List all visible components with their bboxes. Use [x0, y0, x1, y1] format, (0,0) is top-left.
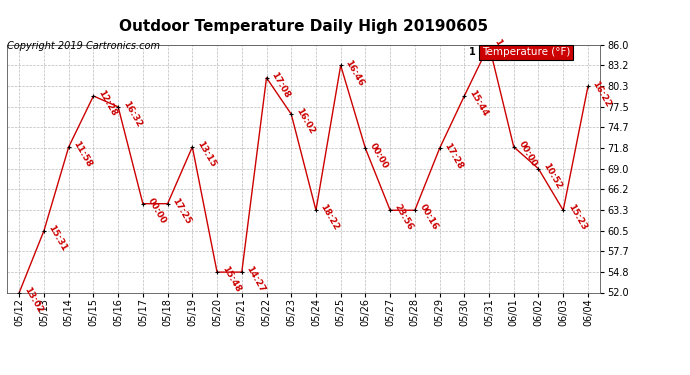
Point — [137, 201, 148, 207]
Text: 00:00: 00:00 — [146, 196, 168, 225]
Point — [162, 201, 173, 207]
Point — [14, 290, 25, 296]
Point — [88, 93, 99, 99]
Point — [484, 42, 495, 48]
Point — [384, 207, 395, 213]
Text: 16:02: 16:02 — [294, 107, 316, 136]
Text: 14:27: 14:27 — [244, 265, 267, 294]
Text: 15:48: 15:48 — [220, 265, 242, 294]
Text: 17:28: 17:28 — [442, 141, 464, 171]
Point — [286, 111, 297, 117]
Text: 13:02: 13:02 — [22, 285, 44, 314]
Text: 1: 1 — [492, 38, 503, 48]
Point — [310, 207, 322, 213]
Text: 15:31: 15:31 — [47, 224, 69, 253]
Text: 23:56: 23:56 — [393, 203, 415, 232]
Point — [409, 207, 420, 213]
Text: 15:23: 15:23 — [566, 203, 588, 232]
Point — [459, 93, 470, 99]
Point — [63, 144, 75, 150]
Text: 00:16: 00:16 — [417, 203, 440, 232]
Text: 16:46: 16:46 — [344, 58, 366, 87]
Point — [582, 84, 593, 90]
Point — [236, 269, 247, 275]
Point — [212, 269, 223, 275]
Point — [558, 207, 569, 213]
Text: 12:28: 12:28 — [96, 88, 118, 118]
Text: 18:22: 18:22 — [319, 203, 341, 232]
Point — [533, 166, 544, 172]
Point — [187, 144, 198, 150]
Point — [360, 146, 371, 152]
Text: Outdoor Temperature Daily High 20190605: Outdoor Temperature Daily High 20190605 — [119, 19, 488, 34]
Text: 16:32: 16:32 — [121, 100, 143, 129]
Text: Copyright 2019 Cartronics.com: Copyright 2019 Cartronics.com — [7, 41, 160, 51]
Text: 00:00: 00:00 — [517, 140, 538, 168]
Text: 16:22: 16:22 — [591, 79, 613, 108]
Text: 00:00: 00:00 — [368, 141, 390, 170]
Text: 17:25: 17:25 — [170, 196, 193, 226]
Text: 11:58: 11:58 — [72, 140, 94, 169]
Text: 1: 1 — [469, 48, 475, 57]
Text: 10:52: 10:52 — [541, 162, 563, 190]
Text: Temperature (°F): Temperature (°F) — [482, 48, 570, 57]
Point — [335, 62, 346, 68]
Point — [112, 104, 124, 110]
Point — [261, 75, 272, 81]
Text: 13:15: 13:15 — [195, 140, 217, 169]
Text: 17:08: 17:08 — [269, 70, 291, 100]
Point — [509, 144, 520, 150]
Text: 15:44: 15:44 — [467, 88, 489, 118]
Point — [39, 228, 50, 234]
Point — [434, 146, 445, 152]
